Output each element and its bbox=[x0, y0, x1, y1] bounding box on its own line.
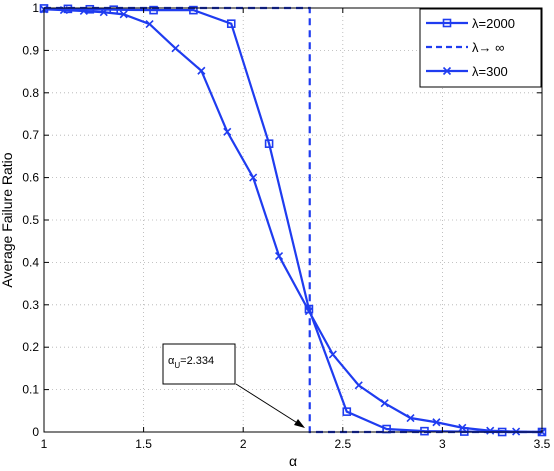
y-tick-label: 0.9 bbox=[22, 43, 39, 57]
x-tick-label: 3 bbox=[439, 437, 446, 451]
x-marker bbox=[380, 399, 389, 408]
x-tick-label: 3.5 bbox=[534, 437, 551, 451]
square-marker bbox=[226, 19, 236, 28]
y-tick-label: 1 bbox=[32, 1, 39, 15]
y-tick-label: 0.7 bbox=[22, 128, 39, 142]
square-marker bbox=[382, 424, 391, 434]
x-marker bbox=[249, 173, 258, 182]
x-marker bbox=[304, 307, 314, 316]
legend-label: λ=2000 bbox=[472, 16, 515, 31]
legend-label: λ→ ∞ bbox=[472, 40, 504, 55]
x-axis-label: α bbox=[289, 453, 297, 469]
annotation-box bbox=[162, 343, 236, 385]
square-marker bbox=[149, 5, 158, 15]
annotation-arrowhead bbox=[294, 419, 305, 428]
x-marker bbox=[145, 20, 154, 29]
y-tick-label: 0.2 bbox=[22, 340, 39, 354]
y-tick-label: 0.1 bbox=[22, 383, 39, 397]
y-tick-label: 0.3 bbox=[22, 298, 39, 312]
x-tick-label: 2.5 bbox=[334, 437, 351, 451]
x-marker bbox=[458, 423, 467, 432]
x-marker bbox=[99, 8, 108, 17]
annotation-alpha-u: αU=2.334 bbox=[162, 343, 305, 428]
x-marker bbox=[79, 6, 88, 16]
grid bbox=[44, 8, 542, 432]
x-tick-label: 1.5 bbox=[135, 437, 152, 451]
x-marker bbox=[442, 66, 452, 76]
annotation-arrow bbox=[235, 383, 300, 425]
x-marker bbox=[328, 350, 337, 359]
x-marker bbox=[354, 381, 363, 390]
x-tick-label: 1 bbox=[41, 437, 48, 451]
y-tick-label: 0.5 bbox=[22, 213, 39, 227]
x-tick-label: 2 bbox=[240, 437, 247, 451]
legend-label: λ=300 bbox=[472, 64, 508, 79]
square-marker bbox=[189, 5, 198, 15]
x-marker bbox=[223, 127, 232, 136]
y-axis-label: Average Failure Ratio bbox=[0, 152, 15, 287]
axis-ticks: 1 1.5 2 2.5 3 3.5 0 0.1 0.2 0.3 0.4 0.5 0.6 0.7 0.8 0.9… bbox=[22, 1, 550, 451]
x-marker bbox=[119, 10, 128, 19]
x-marker bbox=[406, 413, 415, 423]
x-marker bbox=[274, 251, 284, 261]
x-marker bbox=[197, 66, 206, 75]
annotation-label: αU=2.334 bbox=[168, 355, 214, 370]
y-tick-label: 0 bbox=[32, 425, 39, 439]
series-3 bbox=[39, 5, 547, 437]
y-tick-label: 0.4 bbox=[22, 255, 39, 269]
y-tick-label: 0.8 bbox=[22, 86, 39, 100]
y-tick-label: 0.6 bbox=[22, 171, 39, 185]
square-marker bbox=[264, 139, 274, 148]
legend: λ=2000 λ→ ∞ λ=300 bbox=[419, 8, 542, 88]
square-marker bbox=[342, 407, 352, 416]
square-marker bbox=[442, 18, 452, 28]
x-marker bbox=[432, 418, 441, 427]
x-marker bbox=[171, 44, 180, 53]
x-marker bbox=[486, 426, 495, 435]
